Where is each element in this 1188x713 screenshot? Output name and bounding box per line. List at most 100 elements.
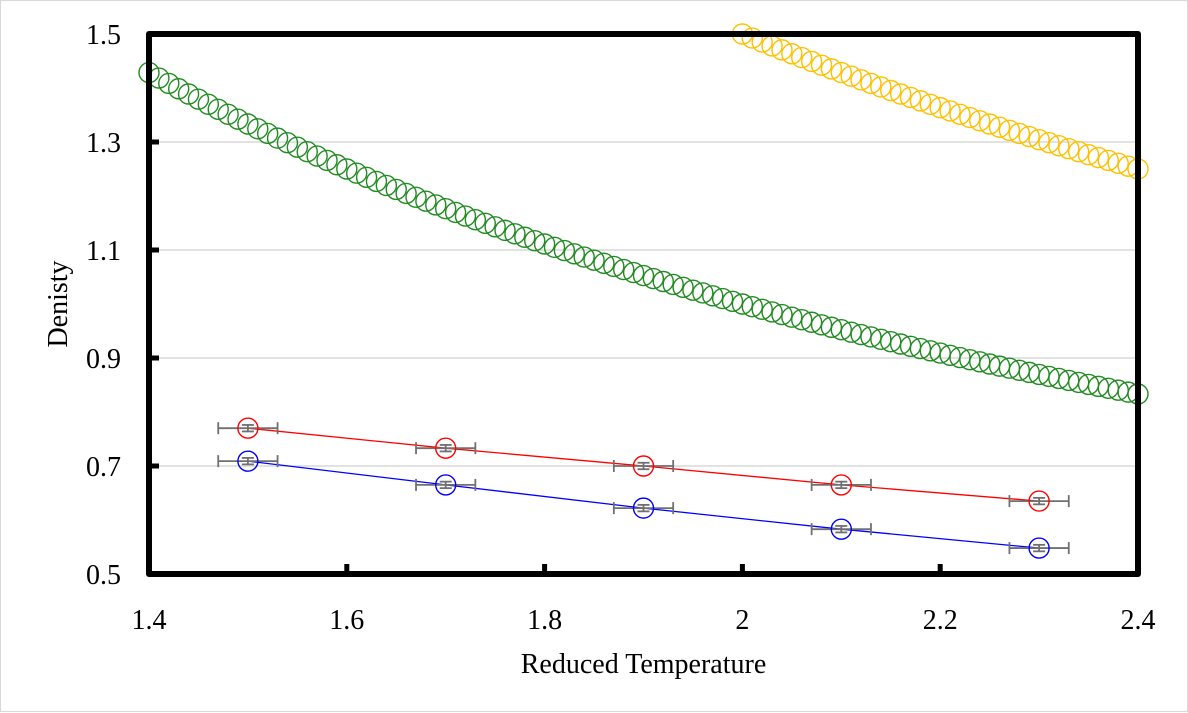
- data-point: [949, 346, 971, 369]
- data-point: [266, 127, 289, 149]
- data-point: [899, 86, 922, 109]
- data-point: [1087, 146, 1110, 169]
- data-point: [632, 455, 655, 477]
- error-bar: [1008, 542, 1070, 555]
- data-point: [791, 309, 813, 331]
- data-point: [988, 116, 1011, 138]
- data-point: [603, 255, 625, 278]
- data-point: [880, 330, 902, 353]
- data-point: [899, 335, 922, 358]
- data-point: [187, 88, 210, 110]
- y-tick-label: 1.3: [86, 128, 121, 159]
- y-tick-label: 1.1: [86, 236, 121, 267]
- data-point: [375, 174, 398, 197]
- data-point: [415, 190, 437, 212]
- data-point: [860, 326, 882, 348]
- data-point: [820, 316, 843, 338]
- error-bar: [810, 523, 872, 536]
- data-point: [761, 301, 783, 323]
- series-layer: [138, 23, 1149, 559]
- error-bar: [1008, 495, 1070, 508]
- data-point: [227, 108, 249, 130]
- data-point: [296, 140, 318, 163]
- data-point: [474, 212, 496, 235]
- data-point: [514, 226, 536, 248]
- data-point: [652, 270, 674, 293]
- data-point: [781, 306, 803, 328]
- data-point: [286, 136, 309, 158]
- data-point: [1028, 537, 1050, 559]
- data-point: [484, 216, 506, 238]
- data-point: [355, 166, 378, 189]
- data-point: [1028, 128, 1050, 151]
- data-point: [840, 65, 862, 87]
- data-point: [464, 209, 487, 231]
- data-point: [1048, 135, 1070, 157]
- data-point: [247, 118, 269, 140]
- data-point: [454, 205, 477, 227]
- data-point: [197, 93, 220, 115]
- data-point: [1097, 149, 1120, 172]
- gridlines: [149, 141, 1138, 467]
- data-point: [395, 182, 417, 205]
- x-tick-label: 1.4: [132, 605, 167, 636]
- data-point: [840, 321, 862, 343]
- error-bar: [415, 478, 477, 491]
- tick-labels: 1.4 1.6 1.8 2 2.2 2.4 0.5 0.7 0.9 1.1 1.3 1.5: [86, 20, 1156, 636]
- data-point: [870, 76, 892, 98]
- data-point: [336, 158, 358, 180]
- error-bar: [612, 502, 675, 515]
- data-point: [692, 282, 714, 304]
- data-point: [583, 249, 605, 271]
- data-point: [573, 246, 595, 268]
- y-tick-label: 0.7: [86, 452, 121, 483]
- data-point: [533, 233, 556, 255]
- data-point: [1077, 143, 1100, 166]
- data-point: [741, 295, 763, 318]
- y-tick-label: 1.5: [86, 20, 121, 51]
- data-point: [771, 39, 793, 61]
- data-point: [237, 450, 259, 472]
- data-point: [217, 103, 239, 125]
- data-point: [256, 122, 279, 145]
- red-series: [217, 417, 1070, 512]
- data-point: [830, 474, 852, 496]
- data-point: [1008, 122, 1031, 145]
- data-point: [820, 58, 843, 80]
- data-point: [444, 201, 467, 224]
- plot-border: [146, 31, 1141, 577]
- data-point: [880, 79, 902, 102]
- green-curve: [138, 61, 1149, 405]
- data-point: [889, 83, 912, 105]
- data-point: [781, 43, 803, 65]
- data-point: [276, 132, 299, 154]
- data-point: [919, 340, 942, 362]
- blue-series: [217, 450, 1070, 559]
- data-point: [810, 314, 833, 336]
- data-point: [702, 285, 724, 307]
- data-point: [385, 178, 407, 201]
- data-point: [949, 103, 971, 125]
- data-point: [622, 261, 645, 284]
- data-point: [810, 54, 833, 76]
- data-point: [682, 279, 704, 301]
- data-point: [662, 273, 684, 296]
- data-point: [158, 72, 180, 95]
- data-point: [860, 72, 882, 95]
- data-point: [909, 90, 932, 112]
- yellow-curve: [731, 23, 1149, 180]
- data-point: [969, 110, 991, 132]
- data-point: [672, 276, 694, 298]
- data-point: [909, 337, 932, 360]
- data-point: [850, 323, 872, 346]
- data-point: [771, 303, 793, 326]
- data-point: [959, 106, 981, 129]
- data-point: [721, 290, 744, 312]
- x-tick-label: 2.2: [923, 605, 958, 636]
- data-point: [791, 46, 813, 69]
- data-point: [345, 162, 368, 184]
- error-bar: [217, 455, 279, 468]
- x-tick-label: 2.4: [1121, 605, 1156, 636]
- y-tick-label: 0.5: [86, 560, 121, 591]
